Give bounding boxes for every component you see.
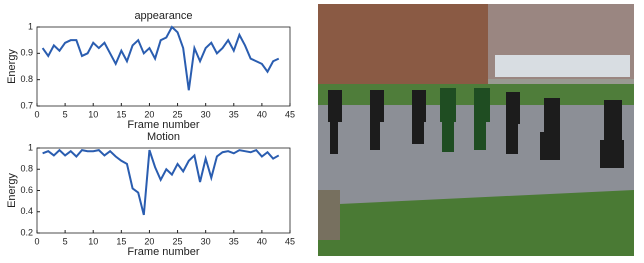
x-tick-label: 15 bbox=[116, 109, 126, 119]
x-tick-label: 25 bbox=[173, 236, 183, 246]
x-tick-label: 30 bbox=[201, 236, 211, 246]
x-tick-label: 45 bbox=[285, 236, 295, 246]
y-tick-label: 1 bbox=[28, 142, 33, 152]
x-tick-label: 45 bbox=[285, 109, 295, 119]
x-tick-label: 0 bbox=[34, 236, 39, 246]
y-tick-label: 0.8 bbox=[20, 74, 33, 84]
y-tick-label: 1 bbox=[28, 21, 33, 31]
x-tick-label: 40 bbox=[257, 109, 267, 119]
x-tick-label: 35 bbox=[229, 109, 239, 119]
y-tick-label: 0.7 bbox=[20, 100, 33, 110]
x-tick-label: 15 bbox=[116, 236, 126, 246]
x-tick-label: 20 bbox=[144, 109, 154, 119]
y-tick-label: 0.4 bbox=[20, 206, 33, 216]
x-tick-label: 10 bbox=[88, 236, 98, 246]
photo bbox=[318, 4, 634, 256]
x-tick-label: 25 bbox=[173, 109, 183, 119]
y-tick-label: 0.9 bbox=[20, 48, 33, 58]
chart-title: Motion bbox=[147, 131, 180, 143]
plot-area bbox=[37, 148, 290, 233]
y-tick-label: 0.2 bbox=[20, 227, 33, 237]
x-tick-label: 0 bbox=[34, 109, 39, 119]
x-axis-label: Frame number bbox=[127, 119, 199, 131]
x-tick-label: 20 bbox=[144, 236, 154, 246]
x-tick-label: 5 bbox=[63, 236, 68, 246]
x-tick-label: 40 bbox=[257, 236, 267, 246]
chart-title: appearance bbox=[134, 10, 192, 22]
x-tick-label: 10 bbox=[88, 109, 98, 119]
x-tick-label: 5 bbox=[63, 109, 68, 119]
x-tick-label: 35 bbox=[229, 236, 239, 246]
y-tick-label: 0.6 bbox=[20, 185, 33, 195]
x-tick-label: 30 bbox=[201, 109, 211, 119]
x-axis-label: Frame number bbox=[127, 246, 199, 258]
figure: 0510152025303540450.70.80.91appearanceFr… bbox=[0, 0, 644, 258]
y-tick-label: 0.8 bbox=[20, 164, 33, 174]
y-axis-label: Energy bbox=[6, 49, 18, 84]
y-axis-label: Energy bbox=[6, 173, 18, 208]
